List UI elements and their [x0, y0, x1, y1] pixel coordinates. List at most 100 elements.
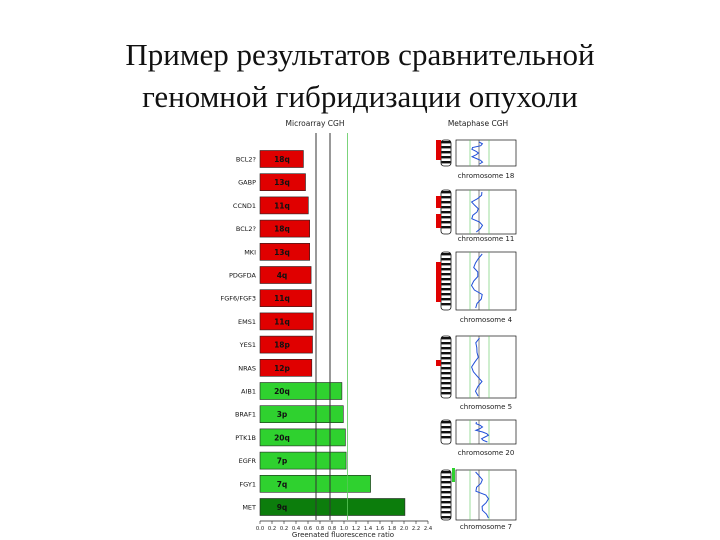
bar — [259, 474, 371, 493]
ratio-profile — [470, 191, 484, 233]
ideogram-band — [441, 496, 451, 499]
slide-title: Пример результатов сравнительной геномно… — [0, 34, 720, 118]
bar-data-label: 9q — [277, 503, 288, 512]
x-tick-label: 0.0 — [256, 526, 264, 532]
bar — [259, 405, 344, 424]
ideogram-band — [441, 342, 451, 345]
x-tick-label: 1.8 — [388, 526, 396, 532]
ideogram-band — [441, 196, 451, 199]
slide-title-line-1: Пример результатов сравнительной — [125, 37, 595, 72]
x-tick-label: 0.2 — [268, 526, 276, 532]
ideogram-band — [441, 392, 451, 395]
bar-series: BCL2? 18q GABP 13q CCND1 11q BCL2? 18q MKI 13q PDG… — [221, 150, 406, 516]
bar-data-label: 12p — [274, 364, 290, 373]
ideogram-band — [441, 206, 451, 209]
bar — [259, 335, 313, 354]
x-tick-label: 0.4 — [292, 526, 301, 532]
category-label: FGY1 — [239, 480, 256, 488]
bar-data-label: 18q — [274, 225, 290, 234]
ideogram-band — [441, 221, 451, 224]
x-tick-label: 1.4 — [364, 526, 373, 532]
bar — [259, 196, 309, 215]
category-label: CCND1 — [233, 202, 256, 210]
ideogram-band — [441, 476, 451, 479]
bar — [259, 219, 311, 238]
bar — [259, 382, 343, 400]
ratio-profile — [470, 253, 483, 309]
bar — [259, 266, 312, 284]
ideogram-band — [441, 293, 451, 296]
loss-marker — [436, 196, 441, 208]
ideogram-band — [441, 501, 451, 504]
bar-data-label: 4q — [277, 271, 288, 280]
ideogram-band — [441, 161, 451, 164]
chromosome-label: chromosome 5 — [460, 403, 512, 411]
category-label: PDGFDA — [229, 272, 257, 280]
ideogram-band — [441, 352, 451, 355]
bar-data-label: 13q — [274, 178, 290, 187]
x-tick-label: 1.0 — [340, 526, 348, 532]
ideogram-band — [441, 347, 451, 350]
x-tick-label: 2.0 — [400, 526, 408, 532]
ratio-profile — [471, 337, 483, 397]
bar — [259, 312, 314, 331]
x-tick-label: 0.6 — [304, 526, 312, 532]
x-tick-label: 2.2 — [412, 526, 420, 532]
bar-data-label: 7p — [277, 457, 288, 466]
slide-title-line-2: геномной гибридизации опухоли — [142, 79, 578, 114]
category-label: BRAF1 — [235, 411, 256, 419]
ideogram-band — [441, 141, 451, 144]
chromosome-label: chromosome 20 — [458, 449, 515, 457]
ideogram-band — [441, 201, 451, 204]
loss-marker — [436, 262, 441, 302]
ideogram-band — [441, 191, 451, 194]
ideogram-band — [441, 303, 451, 306]
profile-box — [455, 251, 517, 311]
x-axis: 0.0 0.2 0.2 0.4 0.6 0.8 0.8 1.0 1.2 1.4 1.6 1.8 2.0 2… — [256, 520, 433, 532]
microarray-title: Microarray CGH — [286, 119, 345, 128]
ideogram-band — [441, 511, 451, 514]
metaphase-panels: chromosome 18 chromosome 11 chromosome 4 ch… — [436, 139, 517, 531]
bar — [259, 150, 304, 168]
ideogram-band — [441, 253, 451, 256]
ideogram-band — [441, 372, 451, 375]
ideogram-band — [441, 278, 451, 281]
ideogram-band — [441, 288, 451, 291]
ideogram-band — [441, 421, 451, 424]
bar-data-label: 20q — [274, 433, 290, 442]
chromosome-label: chromosome 7 — [460, 523, 512, 531]
ideogram-band — [441, 298, 451, 301]
x-tick-label: 0.8 — [328, 526, 336, 532]
category-label: FGF6/FGF3 — [221, 295, 257, 303]
ideogram-band — [441, 273, 451, 276]
category-label: NRAS — [238, 364, 256, 372]
x-tick-label: 2.4 — [424, 526, 433, 532]
ideogram-band — [441, 387, 451, 390]
chromosome-label: chromosome 11 — [458, 235, 515, 243]
category-label: GABP — [238, 179, 256, 187]
ideogram-band — [441, 151, 451, 154]
category-label: YES1 — [239, 341, 256, 349]
bar-data-label: 3p — [277, 410, 288, 419]
bar-data-label: 20q — [274, 387, 290, 396]
chromosome-label: chromosome 18 — [458, 172, 515, 180]
bar — [259, 358, 313, 377]
bar — [259, 498, 406, 516]
ideogram-band — [441, 426, 451, 429]
x-tick-label: 0.2 — [280, 526, 288, 532]
profile-box — [455, 419, 517, 445]
reference-lines — [315, 133, 348, 520]
ideogram-band — [441, 283, 451, 286]
ideogram-band — [441, 216, 451, 219]
x-tick-label: 0.8 — [316, 526, 324, 532]
ideogram-band — [441, 431, 451, 434]
category-label: MKI — [244, 248, 256, 256]
ideogram-band — [441, 516, 451, 519]
loss-marker — [436, 140, 441, 160]
bar-data-label: 13q — [274, 248, 290, 257]
ideogram-band — [441, 471, 451, 474]
loss-marker — [436, 360, 441, 366]
x-tick-label: 1.6 — [376, 526, 384, 532]
profile-box — [455, 189, 517, 235]
x-tick-label: 1.2 — [352, 526, 360, 532]
